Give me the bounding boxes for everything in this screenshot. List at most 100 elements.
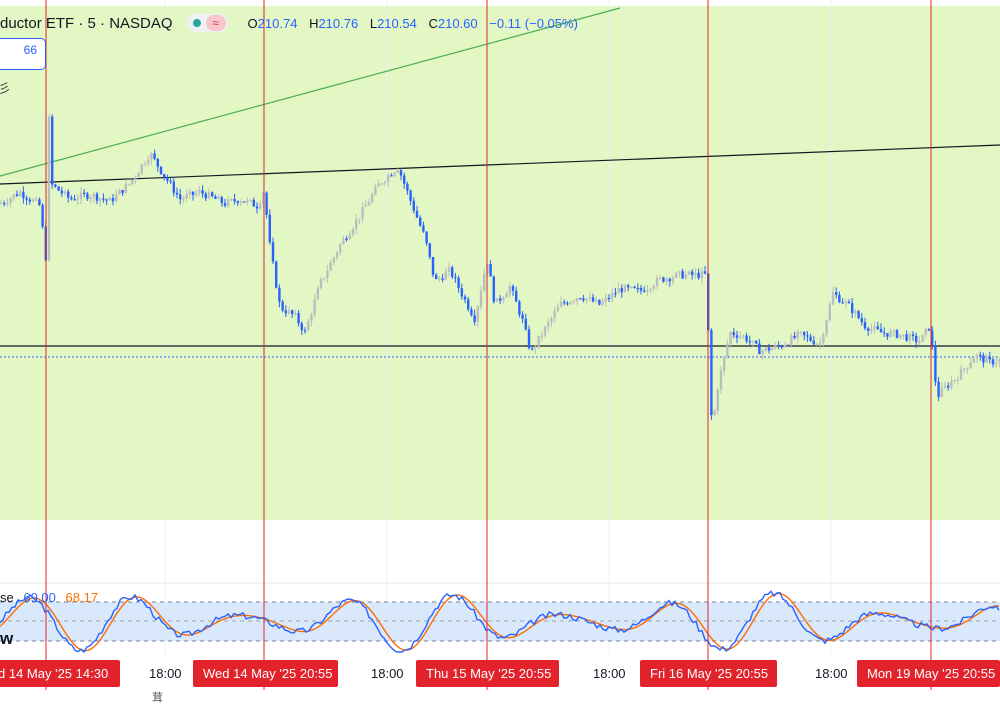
candle — [431, 257, 435, 275]
candle — [793, 335, 796, 339]
candle — [825, 320, 828, 335]
candle — [454, 276, 457, 279]
candle — [271, 242, 275, 262]
candle — [899, 334, 902, 338]
candle — [588, 297, 591, 299]
candle — [287, 310, 291, 314]
candle — [294, 313, 297, 315]
candle — [246, 199, 249, 202]
candle — [732, 332, 735, 336]
candle — [710, 330, 713, 416]
candle — [524, 318, 527, 330]
candle — [281, 301, 284, 311]
candle — [713, 410, 716, 416]
oscillator-k-line — [0, 590, 1000, 654]
candle — [623, 285, 627, 293]
candle — [92, 193, 95, 197]
candle — [931, 330, 934, 346]
candle — [153, 153, 156, 159]
candle — [9, 198, 12, 203]
candle — [182, 198, 185, 200]
candle — [441, 278, 444, 280]
time-label-session: Mon 19 May '25 20:55 — [857, 660, 1000, 687]
candle — [252, 199, 255, 207]
candle — [614, 292, 617, 295]
candle — [86, 193, 89, 199]
candle — [102, 198, 105, 200]
candle — [902, 334, 905, 336]
candle — [89, 196, 92, 199]
candle — [857, 311, 860, 318]
trend-line-upper[interactable] — [0, 7, 621, 177]
candle — [518, 301, 521, 315]
candle — [867, 328, 870, 331]
candle — [761, 350, 764, 355]
candle — [780, 346, 783, 348]
candle — [895, 330, 899, 338]
oscillator-d-line — [0, 592, 1000, 652]
close-value: 210.60 — [437, 15, 478, 31]
candle — [774, 345, 777, 349]
candle — [207, 192, 211, 199]
candle — [943, 385, 947, 388]
change-value: −0.11 (−0.05%) — [489, 15, 578, 31]
candle — [236, 201, 239, 204]
candle — [339, 244, 342, 253]
candle — [380, 183, 383, 185]
symbol-title[interactable]: ductor ETF · 5 · NASDAQ — [0, 14, 173, 32]
candle — [28, 199, 31, 202]
candle — [495, 298, 499, 302]
candle — [863, 322, 867, 329]
candle — [211, 192, 214, 197]
candle — [662, 277, 665, 282]
candle — [572, 301, 575, 303]
time-label: 18:00 — [593, 666, 626, 681]
candle — [127, 183, 131, 186]
candle — [73, 199, 76, 201]
candle — [540, 335, 543, 337]
candle — [319, 279, 323, 289]
candle — [956, 379, 959, 381]
candle — [723, 356, 726, 371]
candle — [67, 191, 70, 198]
candle — [716, 389, 719, 411]
candle — [323, 277, 326, 280]
candle — [163, 173, 166, 177]
candle — [435, 274, 438, 280]
candle — [620, 288, 623, 293]
candle — [511, 286, 515, 291]
candle — [703, 271, 707, 274]
candle — [937, 381, 940, 397]
oscillator-label[interactable]: se — [0, 590, 14, 605]
candle — [755, 340, 758, 344]
candle — [335, 252, 339, 258]
status-pill[interactable]: ≈ — [186, 14, 228, 32]
candle — [601, 301, 604, 305]
candle — [643, 290, 646, 292]
candle — [124, 184, 127, 194]
session-lines — [45, 0, 932, 690]
candle — [995, 362, 998, 365]
candle — [803, 331, 806, 336]
price-tag[interactable]: 66 — [0, 38, 46, 70]
candle — [54, 184, 57, 187]
candle — [860, 317, 863, 323]
candle — [940, 387, 943, 397]
candle — [790, 335, 793, 346]
candle — [422, 225, 425, 232]
candle — [387, 175, 390, 182]
time-label-session: d 14 May '25 14:30 — [0, 660, 120, 687]
candle — [300, 323, 303, 331]
candle — [383, 181, 387, 184]
candle — [508, 286, 511, 294]
candle — [316, 288, 319, 300]
chart-header: ductor ETF · 5 · NASDAQ ≈ O210.74 H210.7… — [0, 10, 578, 36]
candle — [751, 340, 755, 343]
candle — [521, 314, 524, 319]
candle — [6, 202, 9, 204]
candle — [921, 334, 924, 342]
candle — [348, 234, 351, 240]
candle — [175, 192, 179, 195]
